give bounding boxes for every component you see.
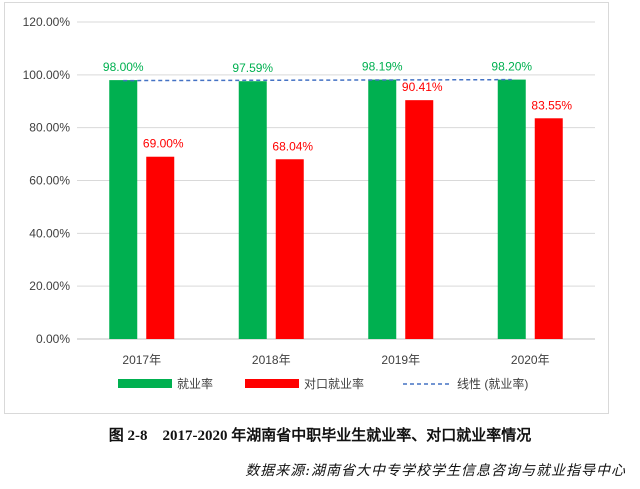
data-source-note: 数据来源:湖南省大中专学校学生信息咨询与就业指导中心 <box>245 463 626 479</box>
data-label: 83.55% <box>531 98 572 112</box>
figure-caption: 图 2-8 2017-2020 年湖南省中职毕业生就业率、对口就业率情况 <box>108 428 532 444</box>
bar-employment-rate <box>109 80 138 339</box>
bar-employment-rate <box>238 81 267 339</box>
legend-label-trendline: 线性 (就业率) <box>457 376 528 391</box>
trendline <box>123 78 512 82</box>
chart-svg: 0.00% 20.00% 40.00% 60.00% 80.00% 100.00% 120.… <box>23 15 595 391</box>
y-tick-label: 40.00% <box>29 226 70 240</box>
legend-label-employment-rate: 就业率 <box>177 376 213 391</box>
legend-swatch-employment-rate <box>118 379 172 388</box>
bar-matched-employment-rate <box>275 159 304 339</box>
chart-frame: 0.00% 20.00% 40.00% 60.00% 80.00% 100.00% 120.… <box>4 2 609 414</box>
bar-employment-rate <box>497 79 526 340</box>
y-tick-label: 120.00% <box>23 15 71 29</box>
legend-label-matched-employment-rate: 对口就业率 <box>304 376 364 391</box>
bar-matched-employment-rate <box>146 156 175 339</box>
x-tick-label: 2018年 <box>252 353 291 367</box>
y-tick-label: 20.00% <box>29 279 70 293</box>
legend-swatch-matched-employment-rate <box>245 379 299 388</box>
data-label: 98.20% <box>491 60 532 74</box>
bar-employment-rate <box>368 79 397 340</box>
data-label: 68.04% <box>272 139 313 153</box>
y-tick-label: 60.00% <box>29 174 70 188</box>
y-tick-label: 80.00% <box>29 121 70 135</box>
data-label: 98.19% <box>362 60 403 74</box>
x-tick-label: 2020年 <box>511 353 550 367</box>
y-tick-label: 100.00% <box>23 68 71 82</box>
bar-matched-employment-rate <box>405 100 434 339</box>
data-label: 69.00% <box>143 137 184 151</box>
x-tick-label: 2019年 <box>381 353 420 367</box>
y-tick-label: 0.00% <box>36 332 70 346</box>
data-label: 97.59% <box>232 61 273 75</box>
bar-matched-employment-rate <box>534 118 563 339</box>
data-label: 90.41% <box>402 80 443 94</box>
x-tick-label: 2017年 <box>122 353 161 367</box>
data-label: 98.00% <box>103 60 144 74</box>
